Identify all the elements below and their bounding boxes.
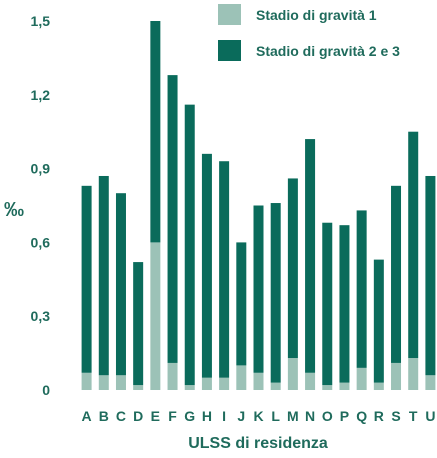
bar-U-series-2 [425,175,436,376]
x-tick-label: B [99,408,109,424]
x-tick-label: O [322,408,333,424]
bar-K-series-1 [253,372,264,390]
bar-C-series-1 [115,375,126,390]
x-tick-label: K [253,408,263,424]
bar-E-series-2 [150,21,161,243]
x-tick-label: A [82,408,92,424]
bar-I-series-2 [219,161,230,378]
bar-N-series-1 [305,372,316,390]
x-tick-label: L [271,408,280,424]
bar-N-series-2 [305,139,316,373]
bar-D-series-2 [133,262,144,386]
y-tick-label: 0,9 [31,161,51,177]
y-tick-label: 0,3 [31,308,51,324]
bar-M-series-1 [287,358,298,390]
x-tick-label: Q [356,408,367,424]
bar-C-series-2 [115,193,126,376]
bars [81,21,436,390]
bar-O-series-2 [322,222,333,386]
bar-J-series-1 [236,365,247,390]
bar-L-series-1 [270,382,281,390]
bar-A-series-2 [81,185,92,373]
bar-F-series-2 [167,75,178,363]
bar-L-series-2 [270,203,281,383]
legend: Stadio di gravità 1 Stadio di gravità 2 e… [218,4,400,61]
bar-R-series-2 [373,259,384,383]
bar-H-series-1 [201,377,212,390]
bar-H-series-2 [201,153,212,378]
y-tick-label: 1,5 [31,13,51,29]
bar-B-series-1 [98,375,109,390]
x-tick-label: S [391,408,400,424]
bar-A-series-1 [81,372,92,390]
x-tick-label: R [374,408,384,424]
bar-J-series-2 [236,242,247,366]
x-tick-label: P [340,408,349,424]
bar-R-series-1 [373,382,384,390]
legend-label-2: Stadio di gravità 2 e 3 [256,43,400,59]
bar-M-series-2 [287,178,298,359]
y-axis-title: ‰ [4,199,24,221]
y-axis: 0 0,3 0,6 0,9 1,2 1,5 [31,13,51,398]
bar-P-series-2 [339,225,350,383]
bar-E-series-1 [150,242,161,390]
y-tick-label: 0 [42,382,50,398]
x-tick-label: D [133,408,143,424]
y-tick-label: 1,2 [31,87,51,103]
legend-swatch-2 [218,40,241,61]
x-tick-label: F [168,408,177,424]
legend-swatch-1 [218,4,241,25]
x-tick-label: C [116,408,126,424]
x-axis-title: ULSS di residenza [188,435,328,452]
legend-label-1: Stadio di gravità 1 [256,7,377,23]
bar-P-series-1 [339,382,350,390]
x-tick-label: I [222,408,226,424]
bar-F-series-1 [167,362,178,390]
x-tick-label: M [287,408,299,424]
bar-O-series-1 [322,385,333,390]
bar-K-series-2 [253,205,264,373]
bar-Q-series-2 [356,210,367,368]
x-tick-label: N [305,408,315,424]
bar-S-series-2 [391,185,402,363]
y-tick-label: 0,6 [31,234,51,250]
bar-I-series-1 [219,377,230,390]
bar-G-series-2 [184,104,195,386]
x-tick-label: E [151,408,160,424]
bar-T-series-1 [408,358,419,390]
bar-U-series-1 [425,375,436,390]
bar-S-series-1 [391,362,402,390]
bar-B-series-2 [98,175,109,376]
bar-D-series-1 [133,385,144,390]
x-tick-label: G [184,408,195,424]
x-tick-label: H [202,408,212,424]
bar-T-series-2 [408,131,419,359]
x-tick-label: T [409,408,418,424]
x-tick-label: J [237,408,245,424]
bar-G-series-1 [184,385,195,390]
x-tick-label: U [425,408,435,424]
bar-Q-series-1 [356,367,367,390]
